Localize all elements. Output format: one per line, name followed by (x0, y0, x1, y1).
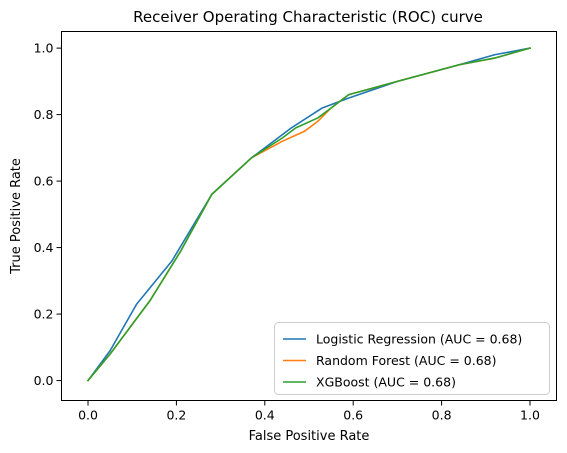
x-tick-label: 1.0 (520, 408, 540, 423)
y-tick-label: 0.2 (34, 307, 54, 322)
x-tick-label: 0.2 (166, 408, 186, 423)
legend: Logistic Regression (AUC = 0.68) Random F… (274, 322, 550, 395)
series-line-3 (86, 47, 531, 382)
x-tick-label: 0.0 (78, 408, 98, 423)
series-lines (86, 47, 531, 382)
x-tick-label: 0.4 (255, 408, 275, 423)
y-tick-label: 1.0 (34, 41, 54, 56)
y-tick-label: 0.8 (34, 107, 54, 122)
y-tick-label: 0.0 (34, 373, 54, 388)
x-tick-label: 0.8 (432, 408, 452, 423)
x-axis: 0.0 0.2 0.4 0.6 0.8 1.0 (78, 400, 540, 423)
legend-label: Random Forest (AUC = 0.68) (316, 353, 497, 368)
y-tick-label: 0.4 (34, 240, 54, 255)
x-tick-label: 0.6 (343, 408, 363, 423)
legend-label: Logistic Regression (AUC = 0.68) (316, 332, 522, 347)
chart-title: Receiver Operating Characteristic (ROC) … (133, 8, 483, 26)
y-axis: 0.0 0.2 0.4 0.6 0.8 1.0 (34, 41, 62, 388)
plot-frame (61, 31, 557, 401)
y-axis-label: True Positive Rate (9, 158, 24, 275)
y-tick-label: 0.6 (34, 174, 54, 189)
legend-box (274, 322, 550, 395)
legend-label: XGBoost (AUC = 0.68) (316, 375, 456, 390)
x-axis-label: False Positive Rate (249, 429, 370, 444)
